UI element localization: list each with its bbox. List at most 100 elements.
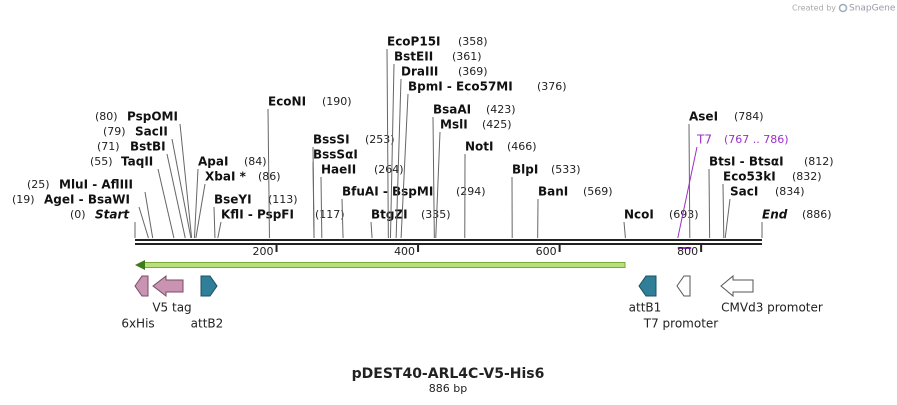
enzyme-name: SacII	[135, 125, 168, 139]
enzyme-name: BtsI - BtsαI	[709, 155, 784, 169]
enzyme-name: HaeII	[321, 163, 356, 177]
length: 886 bp	[429, 382, 467, 395]
enzyme-site: (55)	[90, 155, 113, 168]
site-line	[138, 206, 149, 239]
enzyme-site: (832)	[792, 170, 822, 183]
site-line	[157, 168, 175, 239]
primer-bar	[140, 262, 626, 268]
enzyme-name: T7	[696, 133, 712, 147]
enzyme-name: TaqII	[121, 155, 153, 169]
feature-label: T7 promoter	[643, 317, 719, 331]
enzyme-site: (335)	[421, 208, 451, 221]
site-line	[213, 206, 216, 239]
site-line	[193, 168, 199, 239]
enzyme-site: (784)	[734, 110, 764, 123]
enzyme-name: BstEII	[394, 50, 433, 64]
enzyme-site: (533)	[551, 163, 581, 176]
enzyme-site: (376)	[537, 80, 567, 93]
feature-6xhis	[134, 275, 149, 297]
enzyme-name: BseYI	[214, 193, 252, 207]
feature-v5	[152, 274, 184, 298]
site-line	[708, 168, 711, 239]
enzyme-site: (767 .. 786)	[724, 133, 789, 146]
site-line	[722, 183, 725, 239]
feature-t7	[676, 275, 691, 297]
enzyme-site: (361)	[452, 50, 482, 63]
enzyme-site: (71)	[97, 140, 120, 153]
enzyme-name: BstBI	[130, 140, 166, 154]
site-line	[400, 93, 409, 239]
site-line	[217, 221, 222, 239]
feature-cmv	[720, 274, 754, 298]
enzyme-name: BlpI	[512, 163, 538, 177]
enzyme-site: (19)	[12, 193, 35, 206]
site-line	[677, 146, 698, 239]
enzyme-site: (812)	[804, 155, 834, 168]
enzyme-site: (0)	[70, 208, 86, 221]
enzyme-site: (886)	[802, 208, 832, 221]
logo	[838, 3, 848, 13]
enzyme-site: (294)	[456, 185, 486, 198]
feature-label: V5 tag	[152, 301, 191, 315]
feature-label: attB1	[629, 301, 662, 315]
enzyme-site: (25)	[27, 178, 50, 191]
ruler-label: 200	[253, 245, 274, 258]
feature-label: attB2	[191, 317, 224, 331]
enzyme-name: MslI	[440, 118, 468, 132]
ruler-label: 600	[536, 245, 557, 258]
enzyme-site: (358)	[458, 35, 488, 48]
enzyme-name: DraIII	[401, 65, 438, 79]
enzyme-name: ApaI	[198, 155, 228, 169]
site-line	[435, 131, 441, 239]
enzyme-name: BanI	[538, 185, 568, 199]
feature-attb2	[200, 275, 218, 297]
enzyme-site: (423)	[486, 103, 516, 116]
site-line	[179, 123, 193, 239]
enzyme-site: (84)	[244, 155, 267, 168]
enzyme-site: (79)	[103, 125, 126, 138]
site-line	[370, 221, 373, 239]
enzyme-site: (80)	[95, 110, 118, 123]
enzyme-name: EcoNI	[268, 95, 306, 109]
enzyme-site: (369)	[458, 65, 488, 78]
watermark-prefix: Created by	[792, 4, 836, 13]
site-line	[623, 221, 626, 239]
site-line	[166, 153, 186, 239]
enzyme-name: Start	[95, 208, 130, 222]
site-line	[267, 108, 270, 239]
site-line	[195, 183, 206, 239]
enzyme-site: (425)	[482, 118, 512, 131]
enzyme-name: NotI	[465, 140, 494, 154]
site-line	[432, 116, 435, 239]
enzyme-name: Eco53kI	[723, 170, 776, 184]
enzyme-site: (264)	[374, 163, 404, 176]
enzyme-name: XbaI *	[205, 170, 247, 184]
site-line	[144, 191, 154, 239]
site-line	[386, 48, 389, 239]
feature-label: CMVd3 promoter	[721, 301, 823, 315]
site-line	[320, 176, 323, 239]
enzyme-site: (834)	[775, 185, 805, 198]
title: pDEST40-ARL4C-V5-His6	[352, 366, 545, 382]
enzyme-site: (466)	[507, 140, 537, 153]
site-line	[389, 63, 395, 239]
site-line	[171, 138, 192, 239]
feature-label: 6xHis	[121, 317, 154, 331]
enzyme-name: BsaAI	[433, 103, 471, 117]
enzyme-name: SacI	[730, 185, 758, 199]
enzyme-name: AseI	[689, 110, 718, 124]
site-line	[312, 161, 315, 239]
enzyme-name: MluI - AflIII	[59, 178, 133, 192]
enzyme-name: PspOMI	[127, 110, 178, 124]
site-line	[341, 198, 344, 239]
site-line	[395, 78, 402, 239]
enzyme-site: (113)	[268, 193, 298, 206]
enzyme-name: EcoP15I	[387, 35, 441, 49]
enzyme-name: AgeI - BsaWI	[44, 193, 130, 207]
enzyme-site: (190)	[322, 95, 352, 108]
enzyme-site: (569)	[583, 185, 613, 198]
enzyme-name: BssSαI	[313, 148, 358, 162]
enzyme-name: BssSI	[313, 133, 350, 147]
